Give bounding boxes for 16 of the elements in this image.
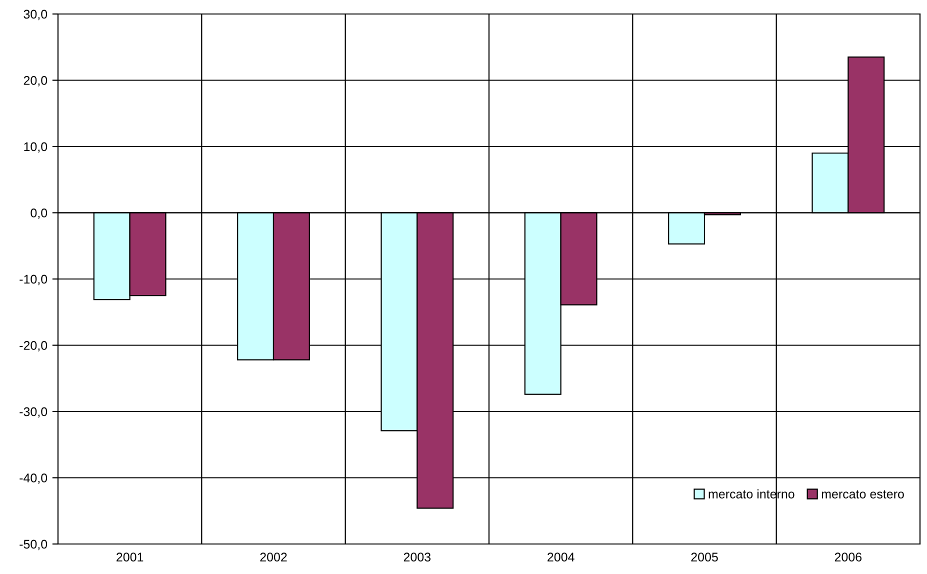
x-tick-label: 2004	[548, 552, 574, 562]
y-tick-label: 30,0	[24, 10, 48, 20]
x-tick-label: 2001	[116, 552, 144, 562]
x-tick-label: 2003	[404, 552, 431, 562]
y-tick-label: 10,0	[24, 142, 48, 153]
y-tick-label: -50,0	[20, 540, 48, 550]
y-tick-label: 0,0	[30, 208, 48, 219]
x-tick-label: 2005	[691, 552, 718, 562]
legend-label: mercato estero	[822, 490, 904, 498]
y-tick-label: -10,0	[20, 274, 48, 286]
y-tick-label: -40,0	[20, 474, 48, 484]
x-tick-label: 2006	[834, 552, 862, 562]
x-tick-label: 2002	[260, 552, 287, 562]
y-tick-label: -20,0	[20, 341, 48, 352]
y-tick-label: 20,0	[24, 76, 48, 86]
y-tick-label: -30,0	[20, 407, 48, 418]
